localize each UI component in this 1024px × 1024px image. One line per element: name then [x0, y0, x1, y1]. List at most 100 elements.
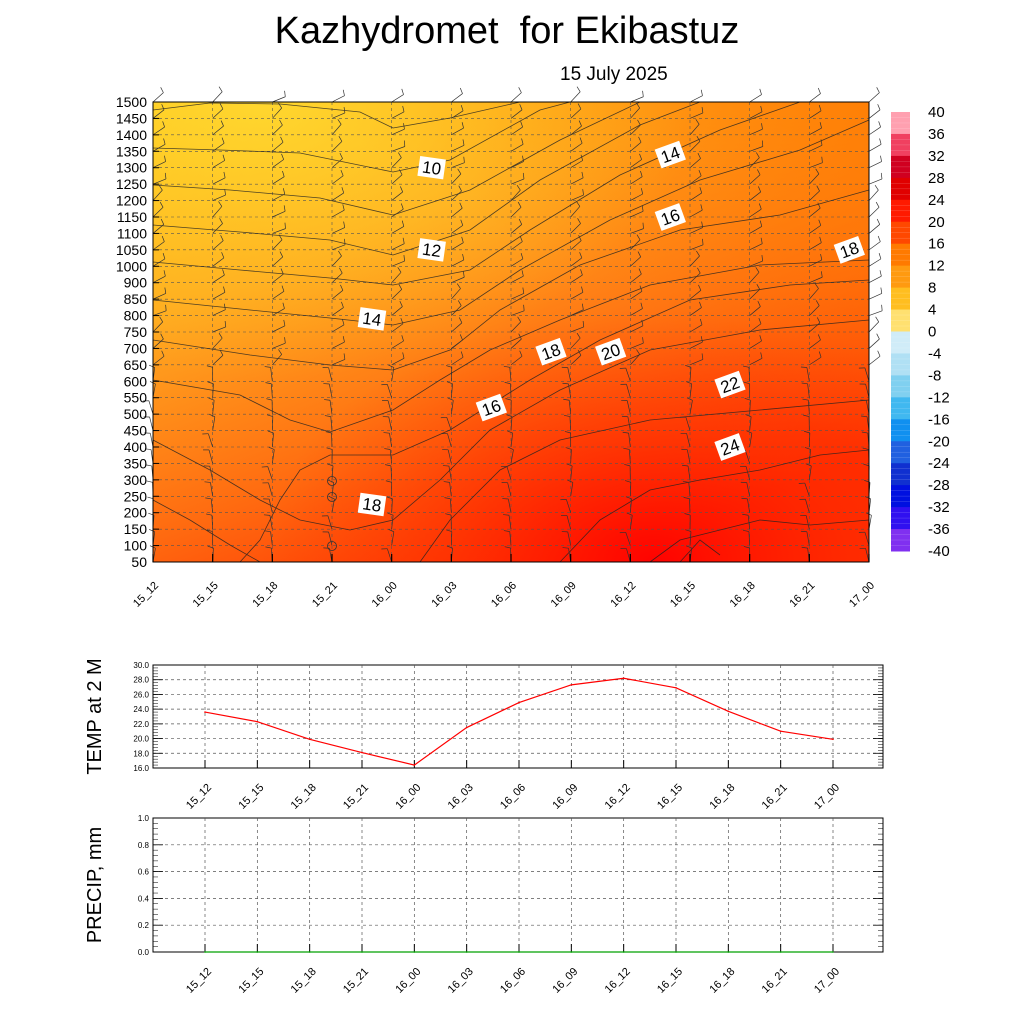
- wind-barb: [268, 482, 273, 497]
- isotherm: [152, 189, 870, 371]
- wind-barb: [805, 515, 810, 530]
- wind-barb-feather: [877, 350, 881, 357]
- time-tick-label: 16_21: [787, 580, 817, 610]
- contour-label-bg: [595, 337, 627, 366]
- wind-barb-feather: [399, 169, 403, 175]
- series-point: [465, 726, 468, 729]
- wind-barb-feather: [505, 398, 512, 401]
- wind-barb-feather: [343, 353, 346, 360]
- wind-barb: [447, 433, 452, 448]
- wind-barb-feather: [563, 415, 571, 417]
- wind-barb-feather: [342, 89, 345, 96]
- wind-barb-feather: [445, 513, 452, 516]
- wind-barb-feather: [699, 187, 703, 194]
- wind-barb: [570, 125, 582, 136]
- wind-barb: [689, 124, 700, 136]
- wind-barb: [809, 339, 821, 349]
- wind-barb: [689, 192, 702, 201]
- wind-barb: [570, 91, 581, 103]
- wind-barb: [272, 142, 284, 152]
- wind-barb-feather: [878, 253, 882, 259]
- calm-marker: [327, 476, 337, 486]
- pressure-tick-label: 350: [124, 455, 148, 471]
- wind-barb-feather: [218, 332, 223, 339]
- wind-barb: [749, 208, 762, 218]
- wind-barb: [749, 191, 761, 201]
- wind-barb-feather: [205, 497, 212, 500]
- wind-barb: [152, 275, 166, 284]
- contour-label: 14: [357, 307, 387, 331]
- wind-barb-feather: [638, 268, 642, 275]
- x-tick-label: 16_18: [707, 782, 737, 812]
- series-point: [727, 951, 730, 953]
- isotherm: [239, 279, 870, 563]
- colorbar-label: 12: [928, 258, 945, 275]
- contour-label: 12: [417, 238, 446, 262]
- chart-date: 15 July 2025: [560, 64, 668, 85]
- time-tick-label: 16_18: [728, 580, 758, 610]
- wind-barb: [152, 224, 164, 234]
- wind-barb: [865, 384, 870, 398]
- x-tick-label: 16_06: [498, 966, 528, 996]
- wind-barb-feather: [447, 397, 454, 401]
- series-point: [413, 764, 416, 766]
- wind-barb: [328, 367, 333, 382]
- contour-label: 16: [475, 393, 507, 422]
- wind-barb: [451, 242, 464, 251]
- wind-barb-feather: [516, 184, 521, 191]
- wind-barb: [272, 210, 286, 218]
- series-point: [570, 684, 573, 686]
- wind-barb-feather: [218, 201, 223, 207]
- wind-barb-feather: [340, 284, 344, 291]
- wind-barb: [570, 177, 584, 185]
- y-tick-label: 20.0: [133, 735, 149, 744]
- wind-barb-feather: [459, 202, 463, 209]
- wind-barb-feather: [563, 398, 570, 401]
- pressure-tick-label: 1100: [117, 225, 147, 241]
- wind-barb: [448, 466, 452, 480]
- wind-barb: [570, 240, 582, 251]
- wind-barb-feather: [801, 546, 808, 549]
- wind-barb-feather: [696, 250, 700, 257]
- wind-barb: [749, 94, 762, 103]
- wind-barb-feather: [581, 171, 584, 178]
- wind-barb-feather: [821, 271, 823, 278]
- wind-barb-feather: [639, 153, 642, 160]
- wind-barb: [570, 326, 584, 333]
- series-point: [622, 951, 625, 953]
- wind-barb: [451, 259, 464, 267]
- wind-barb: [745, 450, 750, 464]
- wind-barb-feather: [815, 168, 820, 175]
- wind-barb-feather: [221, 137, 225, 144]
- wind-barb: [809, 225, 822, 234]
- wind-barb-feather: [388, 364, 394, 368]
- time-tick-label: 16_15: [668, 580, 698, 610]
- wind-barb-feather: [223, 303, 226, 310]
- wind-barb: [451, 276, 465, 284]
- wind-barb: [391, 191, 403, 201]
- series-point: [779, 730, 782, 733]
- wind-barb-feather: [744, 397, 751, 401]
- wind-barb-feather: [621, 415, 628, 418]
- wind-barb-feather: [442, 465, 449, 467]
- wind-barb-feather: [444, 497, 451, 500]
- wind-barb-feather: [520, 253, 524, 259]
- wind-barb-feather: [580, 154, 584, 161]
- wind-barb: [749, 243, 763, 251]
- x-tick-label: 16_15: [655, 782, 685, 812]
- wind-barb-feather: [700, 336, 703, 343]
- wind-barb: [630, 325, 644, 333]
- wind-barb: [570, 292, 584, 300]
- wind-barb-feather: [339, 267, 343, 274]
- wind-barb: [450, 498, 452, 513]
- wind-barb: [808, 465, 812, 480]
- colorbar-band: [891, 112, 910, 135]
- colorbar-band: [891, 529, 910, 552]
- wind-barb-feather: [209, 413, 215, 418]
- wind-barb: [328, 383, 333, 398]
- y-tick-label: 22.0: [133, 720, 149, 729]
- wind-barb-feather: [164, 155, 166, 162]
- wind-barb: [630, 308, 643, 316]
- wind-barb: [749, 111, 763, 119]
- wind-barb: [630, 228, 644, 234]
